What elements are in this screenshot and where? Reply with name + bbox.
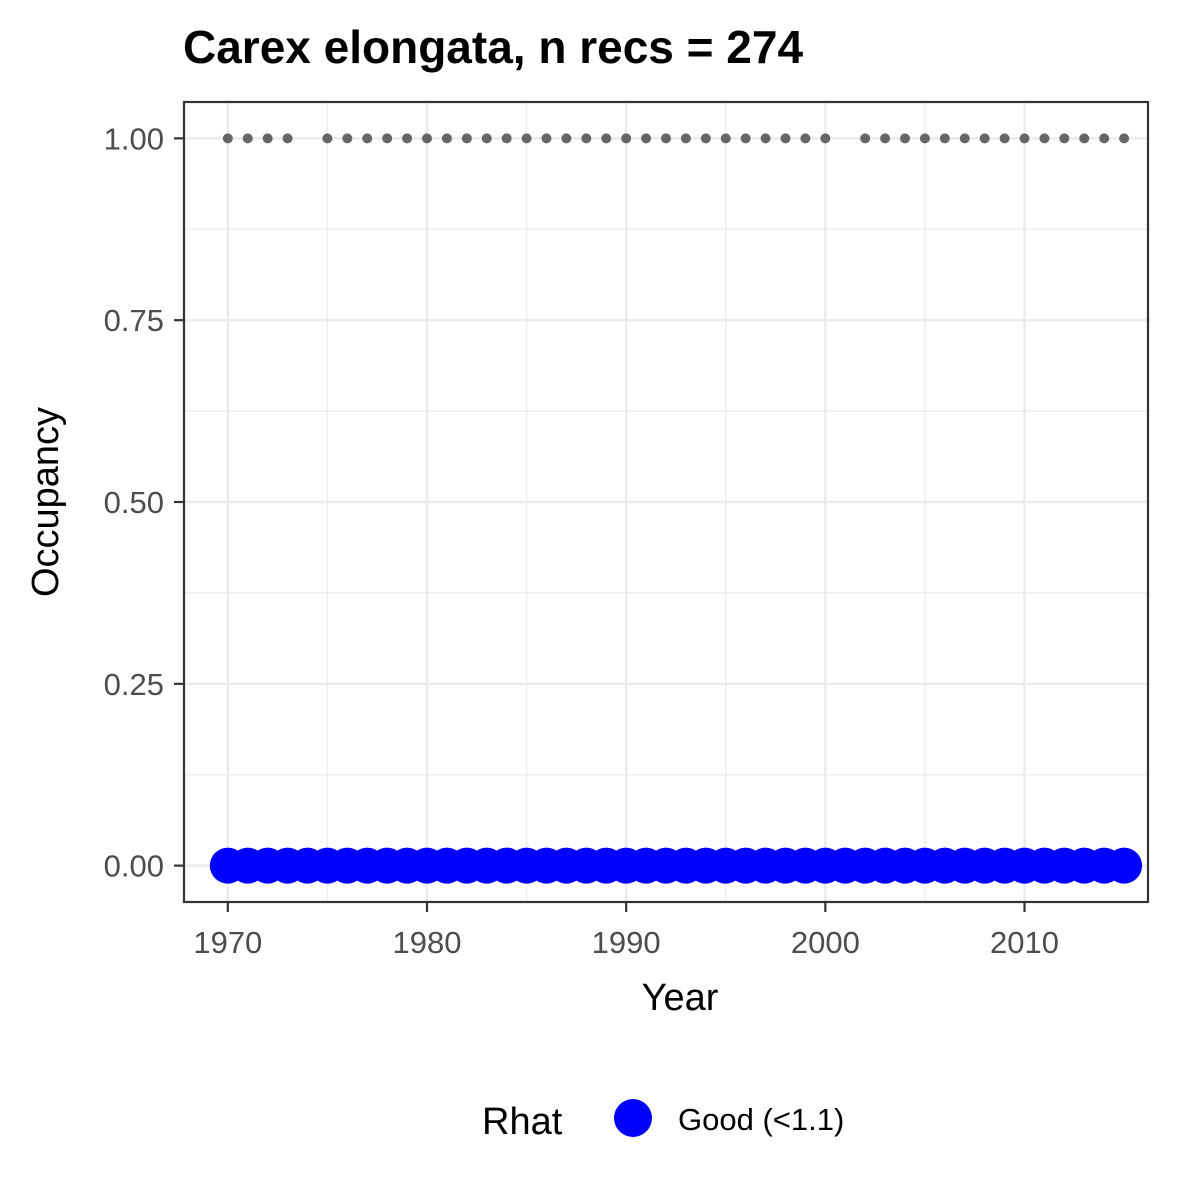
record-point	[900, 133, 911, 144]
record-point	[382, 133, 393, 144]
record-point	[661, 133, 671, 144]
record-point	[800, 133, 811, 144]
record-point	[362, 133, 373, 144]
occupancy-points	[209, 847, 1143, 884]
record-point	[322, 133, 333, 144]
x-tick-label: 2000	[791, 925, 860, 960]
record-point	[860, 133, 871, 144]
record-point	[501, 133, 512, 144]
x-axis-title: Year	[642, 977, 719, 1019]
legend-key-good	[614, 1099, 652, 1137]
record-point	[1019, 133, 1030, 144]
record-point	[342, 133, 353, 144]
y-tick-label: 0.00	[104, 849, 164, 884]
chart-title: Carex elongata, n recs = 274	[183, 21, 803, 73]
record-point	[621, 133, 632, 144]
x-tick-label: 1970	[193, 925, 262, 960]
record-point	[521, 133, 532, 144]
y-axis-title: Occupancy	[25, 407, 67, 597]
record-point	[441, 133, 452, 144]
record-point	[1119, 133, 1130, 144]
record-point	[601, 133, 612, 144]
record-point	[919, 133, 930, 144]
record-point	[1099, 133, 1110, 144]
record-point	[680, 133, 691, 144]
y-tick-label: 0.25	[104, 667, 164, 702]
record-point	[1039, 133, 1050, 144]
record-point	[641, 133, 652, 144]
record-point	[939, 133, 950, 144]
record-point	[282, 133, 293, 144]
record-point	[820, 133, 831, 144]
legend-label-good: Good (<1.1)	[678, 1102, 844, 1137]
record-point	[979, 133, 990, 144]
record-point	[222, 133, 233, 144]
record-point	[700, 133, 711, 144]
record-point	[581, 133, 592, 144]
y-tick-label: 0.75	[104, 303, 164, 338]
record-point	[561, 133, 572, 144]
record-point	[999, 133, 1010, 144]
record-point	[1059, 133, 1070, 144]
x-tick-label: 1990	[592, 925, 661, 960]
occupancy-point	[1106, 847, 1143, 884]
record-point	[1079, 133, 1090, 144]
record-point	[760, 133, 771, 144]
record-point	[461, 133, 472, 144]
record-point	[262, 133, 273, 144]
record-point	[242, 133, 253, 144]
record-point	[780, 133, 791, 144]
record-point	[959, 133, 970, 144]
y-tick-label: 1.00	[104, 121, 164, 156]
record-point	[481, 133, 492, 144]
record-point	[421, 133, 432, 144]
record-point	[740, 133, 751, 144]
record-point	[541, 133, 552, 144]
record-point	[402, 133, 413, 144]
x-tick-label: 2010	[990, 925, 1059, 960]
legend: Rhat Good (<1.1)	[482, 1099, 844, 1143]
record-point	[880, 133, 891, 144]
x-tick-label: 1980	[393, 925, 462, 960]
legend-title: Rhat	[482, 1101, 563, 1143]
axes: 1970 1980 1990 2000 2010 0.00 0.25 0.50 0.75 1.00	[104, 121, 1059, 960]
record-point	[720, 133, 731, 144]
y-tick-label: 0.50	[104, 485, 164, 520]
record-points	[222, 133, 1130, 144]
